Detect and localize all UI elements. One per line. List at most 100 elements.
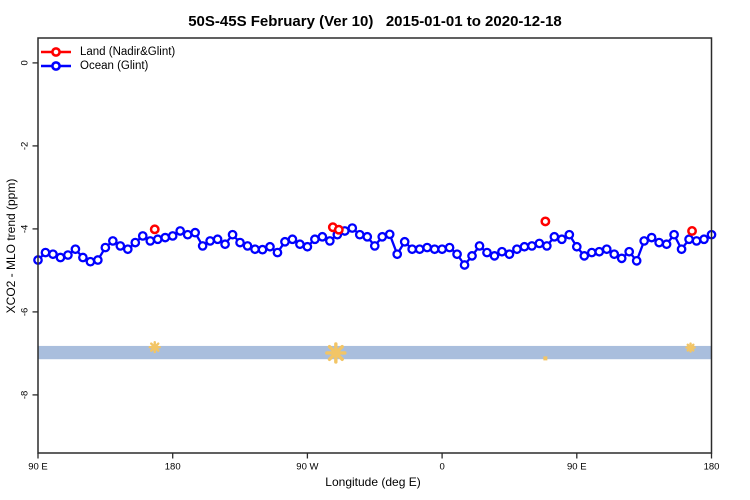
- ocean-point: [564, 229, 575, 240]
- ocean-point: [519, 241, 530, 252]
- land-point: [333, 224, 344, 235]
- ocean-point: [661, 239, 672, 250]
- ocean-point: [182, 229, 193, 240]
- x-tick-label: 90 E: [28, 462, 48, 473]
- ocean-point: [437, 244, 447, 255]
- ocean-point: [369, 241, 380, 251]
- y-tick-label: 0: [20, 60, 31, 65]
- ocean-point: [212, 234, 223, 245]
- ocean-point: [377, 231, 388, 242]
- ocean-point: [220, 239, 230, 250]
- no-data-band: [38, 345, 712, 360]
- ocean-point: [55, 252, 66, 263]
- ocean-point: [122, 244, 133, 255]
- legend-label-land: Land (Nadir&Glint): [80, 46, 176, 58]
- ocean-point: [85, 256, 96, 267]
- ocean-point: [384, 229, 395, 240]
- x-axis-label: Longitude (deg E): [325, 475, 421, 489]
- ocean-point: [175, 226, 186, 236]
- ocean-point: [429, 244, 440, 255]
- ocean-point: [616, 253, 627, 264]
- x-tick-label: 180: [704, 462, 720, 473]
- ocean-point: [130, 237, 141, 248]
- band-marker-asterisk: [686, 343, 695, 352]
- x-tick-label: 90 W: [296, 462, 318, 473]
- ocean-point: [160, 232, 171, 243]
- ocean-point: [190, 227, 200, 238]
- ocean-point: [646, 232, 657, 243]
- ocean-point: [362, 231, 373, 242]
- land-point: [540, 216, 551, 227]
- ocean-point: [631, 256, 642, 266]
- ocean-point: [137, 231, 148, 241]
- x-tick-label: 90 E: [567, 462, 587, 473]
- y-axis-label: XCO2 - MLO trend (ppm): [4, 178, 18, 314]
- ocean-point: [504, 249, 515, 260]
- band-marker-asterisk: [150, 342, 160, 352]
- ocean-point: [392, 249, 403, 260]
- ocean-point: [601, 244, 612, 255]
- ocean-point: [310, 234, 320, 245]
- plot-frame: [37, 37, 713, 454]
- ocean-point: [280, 236, 290, 247]
- ocean-point: [115, 241, 126, 251]
- ocean-point: [444, 242, 455, 253]
- ocean-point: [63, 250, 73, 260]
- x-tick-label: 180: [165, 462, 181, 473]
- ocean-point: [639, 236, 650, 246]
- ocean-point: [302, 241, 313, 252]
- ocean-point: [624, 246, 635, 257]
- ocean-point: [287, 234, 298, 245]
- ocean-point: [235, 237, 245, 248]
- ocean-point: [579, 251, 590, 261]
- land-legend-marker-icon: [41, 47, 71, 57]
- ocean-point: [452, 249, 462, 260]
- ocean-point: [474, 241, 485, 251]
- ocean-point: [354, 229, 365, 240]
- ocean-point: [70, 244, 81, 255]
- band-marker-asterisk: [327, 344, 344, 362]
- ocean-point: [542, 241, 552, 251]
- legend-item-land: Land (Nadir&Glint): [41, 45, 175, 59]
- ocean-point: [467, 251, 477, 261]
- ocean-point: [317, 231, 328, 242]
- x-tick-label: 0: [439, 462, 444, 473]
- ocean-point: [549, 231, 560, 242]
- chart-title: 50S-45S February (Ver 10) 2015-01-01 to …: [188, 13, 562, 30]
- ocean-point: [399, 236, 410, 247]
- ocean-point: [205, 236, 215, 246]
- ocean-point: [684, 234, 694, 245]
- ocean-point: [571, 241, 582, 252]
- ocean-point: [459, 260, 470, 270]
- ocean-point: [699, 234, 709, 245]
- ocean-point: [407, 244, 418, 255]
- ocean-point: [676, 244, 687, 255]
- legend: Land (Nadir&Glint) Ocean (Glint): [41, 45, 175, 73]
- ocean-point: [324, 236, 335, 246]
- y-tick-label: -2: [20, 142, 31, 150]
- ocean-point: [242, 241, 253, 251]
- ocean-point: [48, 249, 58, 260]
- ocean-point: [78, 252, 88, 263]
- ocean-point: [250, 244, 260, 255]
- y-tick-label: -4: [20, 225, 31, 233]
- legend-label-ocean: Ocean (Glint): [80, 60, 149, 72]
- land-point: [149, 224, 160, 235]
- ocean-point: [527, 241, 537, 251]
- ocean-point: [497, 246, 507, 257]
- ocean-point: [93, 255, 103, 265]
- ocean-point: [145, 236, 156, 246]
- ocean-point: [197, 241, 208, 251]
- band-marker-dot: [543, 356, 548, 361]
- ocean-point: [654, 237, 664, 248]
- ocean-point: [107, 236, 118, 246]
- ocean-point: [347, 223, 358, 233]
- ocean-point: [534, 238, 545, 249]
- ocean-point: [414, 244, 425, 255]
- ocean-legend-marker-icon: [41, 61, 71, 71]
- ocean-point: [152, 234, 163, 245]
- ocean-point: [609, 249, 620, 260]
- ocean-point: [669, 229, 679, 240]
- ocean-point: [257, 244, 268, 255]
